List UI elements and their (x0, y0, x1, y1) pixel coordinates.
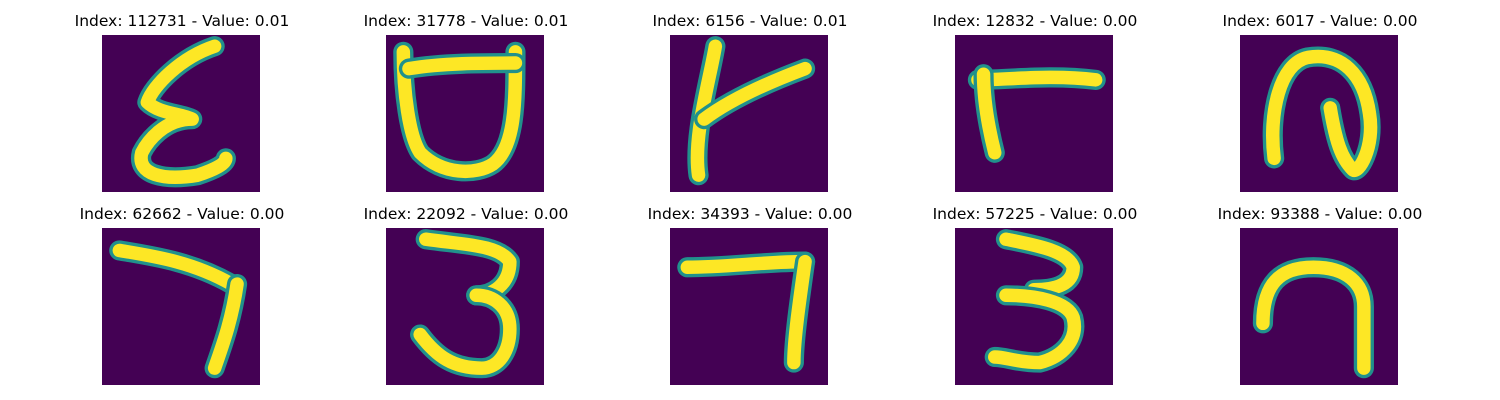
stroke-core (1256, 260, 1371, 375)
panel-title: Index: 62662 - Value: 0.00 (79, 205, 285, 223)
digit-image (410, 229, 520, 379)
panel-title: Index: 93388 - Value: 0.00 (1217, 205, 1423, 223)
digit-image (687, 36, 816, 186)
stroke-core (971, 70, 1103, 87)
stroke-core (787, 254, 812, 370)
three-digit (955, 228, 1113, 385)
image-panel: Index: 31778 - Value: 0.01 (316, 0, 616, 192)
digit-image (984, 229, 1085, 373)
stroke-core (976, 67, 1002, 160)
seven-digit (1240, 228, 1398, 385)
stroke-core (988, 288, 1082, 370)
stroke-core (413, 288, 517, 375)
panel-title: Index: 112731 - Value: 0.01 (74, 12, 290, 30)
stroke-core (207, 277, 244, 375)
digit-image (967, 64, 1106, 163)
digit-image (677, 251, 816, 373)
l-turned-digit (955, 35, 1113, 192)
digit-image (1252, 257, 1374, 379)
stroke-core (402, 56, 523, 76)
stroke-core (1266, 49, 1378, 177)
panel-title: Index: 57225 - Value: 0.00 (932, 205, 1138, 223)
panel-title: Index: 31778 - Value: 0.01 (363, 12, 569, 30)
image-panel: Index: 22092 - Value: 0.00 (316, 193, 616, 385)
digit-image (393, 41, 526, 182)
digit-image (109, 240, 248, 379)
image-panel: Index: 93388 - Value: 0.00 (1170, 193, 1470, 385)
image-panel: Index: 6017 - Value: 0.00 (1170, 0, 1470, 192)
k-digit (670, 35, 828, 192)
panel-title: Index: 6017 - Value: 0.00 (1222, 12, 1418, 30)
panel-title: Index: 34393 - Value: 0.00 (647, 205, 853, 223)
image-panel: Index: 112731 - Value: 0.01 (32, 0, 332, 192)
stroke-core (112, 243, 239, 291)
image-panel: Index: 12832 - Value: 0.00 (885, 0, 1185, 192)
image-panel: Index: 57225 - Value: 0.00 (885, 193, 1185, 385)
digit-image (1262, 46, 1381, 181)
loop-digit (1240, 35, 1398, 192)
digit-image (131, 36, 236, 188)
image-panel: Index: 62662 - Value: 0.00 (32, 193, 332, 385)
stroke-core (134, 39, 233, 184)
seven-digit (102, 228, 260, 385)
stroke-core (396, 45, 523, 179)
seven-digit (670, 228, 828, 385)
panel-title: Index: 22092 - Value: 0.00 (363, 205, 569, 223)
stroke-core (680, 254, 812, 274)
stroke-core (697, 61, 812, 126)
panel-title: Index: 6156 - Value: 0.01 (652, 12, 848, 30)
image-panel: Index: 6156 - Value: 0.01 (600, 0, 900, 192)
stroke-core (419, 232, 517, 303)
epsilon-digit (102, 35, 260, 192)
three-digit (386, 228, 544, 385)
image-panel: Index: 34393 - Value: 0.00 (600, 193, 900, 385)
stroke-core (999, 232, 1080, 297)
cup-digit (386, 35, 544, 192)
panel-title: Index: 12832 - Value: 0.00 (932, 12, 1138, 30)
